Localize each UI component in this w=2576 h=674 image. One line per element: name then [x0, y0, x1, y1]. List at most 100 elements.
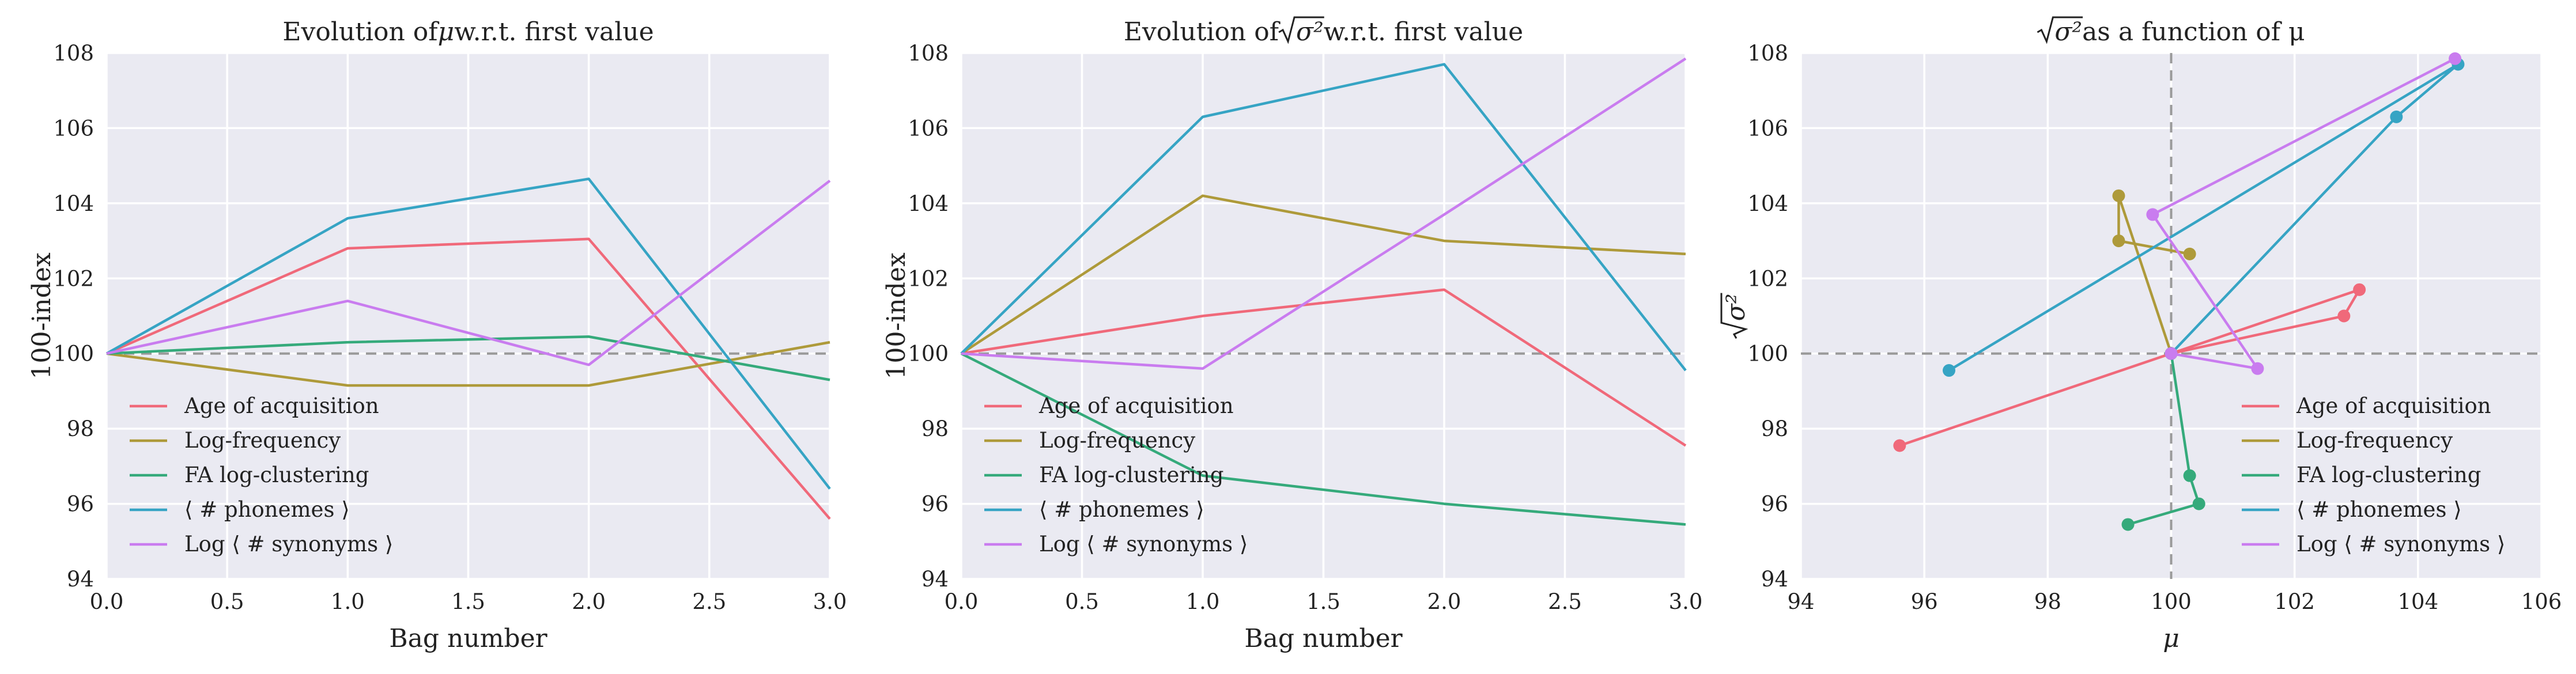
x-tick-label: 2.0: [1427, 589, 1461, 614]
x-tick-label: 3.0: [1669, 589, 1703, 614]
x-tick-label: 0.5: [1065, 589, 1099, 614]
chart-title: Evolution of σ² w.r.t. first value: [1124, 16, 1523, 47]
x-tick-label: 1.5: [1306, 589, 1340, 614]
data-point-4: [1943, 364, 1955, 377]
data-point-3: [2183, 469, 2196, 482]
x-tick-label: 0.0: [945, 589, 979, 614]
x-tick-label: 1.5: [451, 589, 485, 614]
x-axis-label: Bag number: [389, 624, 547, 653]
y-tick-label: 104: [1747, 191, 1788, 216]
chart-panel-1: 0.0 0.5 1.0 1.5 2.0 2.5 3.0 94 96 98 100 102 104 106 1…: [27, 17, 847, 653]
y-tick-label: 94: [921, 567, 949, 592]
legend-label-5: Log ⟨ # synonyms ⟩: [184, 532, 393, 556]
x-tick-label: 104: [2398, 589, 2439, 614]
legend-label-5: Log ⟨ # synonyms ⟩: [2297, 532, 2505, 556]
data-point-5: [2165, 347, 2178, 360]
series-line-5: [2151, 57, 2456, 370]
y-axis-label-text: 100-index: [882, 252, 911, 379]
y-tick-label: 100: [908, 342, 949, 366]
data-point-2: [2183, 247, 2196, 260]
legend-label-5: Log ⟨ # synonyms ⟩: [1039, 532, 1248, 556]
series-line-1: [106, 237, 831, 520]
x-tick-label: 94: [1787, 589, 1814, 614]
x-tick-label: 0.0: [90, 589, 124, 614]
chart-title-post: w.r.t. first value: [454, 17, 654, 47]
y-tick-label: 108: [908, 41, 949, 66]
y-axis-label: 100-index: [882, 252, 911, 379]
data-point-1: [2353, 283, 2366, 296]
data-point-2: [2112, 189, 2125, 202]
data-point-5: [2146, 208, 2159, 221]
chart-title-pre: Evolution of: [1124, 17, 1281, 47]
y-tick-label: 104: [908, 191, 949, 216]
y-tick-label: 108: [53, 41, 94, 66]
x-axis-label: Bag number: [1244, 624, 1403, 653]
data-point-5: [2449, 52, 2462, 65]
y-tick-label: 106: [1747, 116, 1788, 141]
x-tick-label: 102: [2274, 589, 2315, 614]
y-tick-label: 106: [908, 116, 949, 141]
chart-title-symbol: σ²: [1296, 17, 1324, 47]
legend-label-3: FA log-clustering: [1039, 463, 1223, 487]
data-point-5: [2251, 362, 2264, 375]
x-tick-label: 3.0: [813, 589, 847, 614]
y-tick-label: 96: [67, 492, 94, 517]
data-point-4: [2390, 110, 2403, 123]
series-line-4: [1948, 63, 2460, 372]
y-tick-label: 108: [1747, 41, 1788, 66]
data-point-3: [2192, 497, 2205, 510]
x-tick-label: 1.0: [1186, 589, 1220, 614]
y-axis-label-text: 100-index: [27, 252, 56, 379]
y-tick-label: 94: [1761, 567, 1788, 592]
y-tick-label: 106: [53, 116, 94, 141]
y-tick-label: 96: [1761, 492, 1788, 517]
x-tick-label: 2.0: [572, 589, 606, 614]
x-tick-label: 98: [2034, 589, 2061, 614]
chart-title-post: as a function of μ: [2082, 17, 2305, 47]
chart-title-symbol: μ: [438, 17, 455, 47]
y-tick-label: 100: [53, 342, 94, 366]
y-tick-label: 102: [908, 266, 949, 291]
series-line-5: [106, 179, 831, 366]
series-line-4: [960, 63, 1687, 372]
data-point-1: [2337, 309, 2351, 323]
y-tick-label: 102: [53, 266, 94, 291]
series-line-1: [961, 288, 1687, 447]
data-point-3: [2121, 518, 2135, 531]
y-axis-label-symbol: σ²: [1721, 294, 1751, 321]
y-tick-label: 94: [67, 567, 94, 592]
chart-panel-3: 94 96 98 100 102 104 106 94 96 98 100 102 104 106 108 A…: [1720, 16, 2562, 653]
y-tick-label: 98: [1761, 416, 1788, 441]
y-tick-label: 100: [1747, 342, 1788, 366]
data-point-1: [1893, 439, 1906, 452]
legend-label-3: FA log-clustering: [184, 463, 369, 487]
legend-label-2: Log-frequency: [1039, 428, 1195, 453]
data-point-2: [2112, 234, 2125, 248]
x-tick-label: 96: [1911, 589, 1938, 614]
series-line-2: [106, 340, 830, 387]
y-tick-label: 96: [921, 492, 949, 517]
legend-label-1: Age of acquisition: [2296, 393, 2491, 418]
legend-label-4: ⟨ # phonemes ⟩: [1039, 497, 1204, 522]
chart-title-post: w.r.t. first value: [1324, 17, 1523, 47]
y-tick-label: 98: [921, 416, 949, 441]
x-tick-label: 2.5: [1548, 589, 1582, 614]
series-line-3: [960, 352, 1686, 526]
legend-label-1: Age of acquisition: [1038, 393, 1234, 418]
chart-title-pre: Evolution of: [282, 17, 439, 47]
series-line-4: [105, 177, 831, 490]
legend-label-2: Log-frequency: [184, 428, 341, 453]
x-tick-label: 106: [2521, 589, 2562, 614]
x-axis-label: μ: [2163, 624, 2180, 653]
x-tick-label: 100: [2151, 589, 2192, 614]
chart-title: Evolution of μ w.r.t. first value: [282, 17, 654, 47]
y-axis-label: 100-index: [27, 252, 56, 379]
series-line-3: [2127, 353, 2200, 526]
x-tick-label: 2.5: [692, 589, 726, 614]
legend-label-4: ⟨ # phonemes ⟩: [184, 497, 350, 522]
y-axis-label: σ²: [1720, 293, 1751, 339]
sqrt-sign: [1720, 293, 1748, 339]
legend-label-4: ⟨ # phonemes ⟩: [2297, 497, 2462, 522]
sqrt-sign: [1278, 16, 1324, 44]
